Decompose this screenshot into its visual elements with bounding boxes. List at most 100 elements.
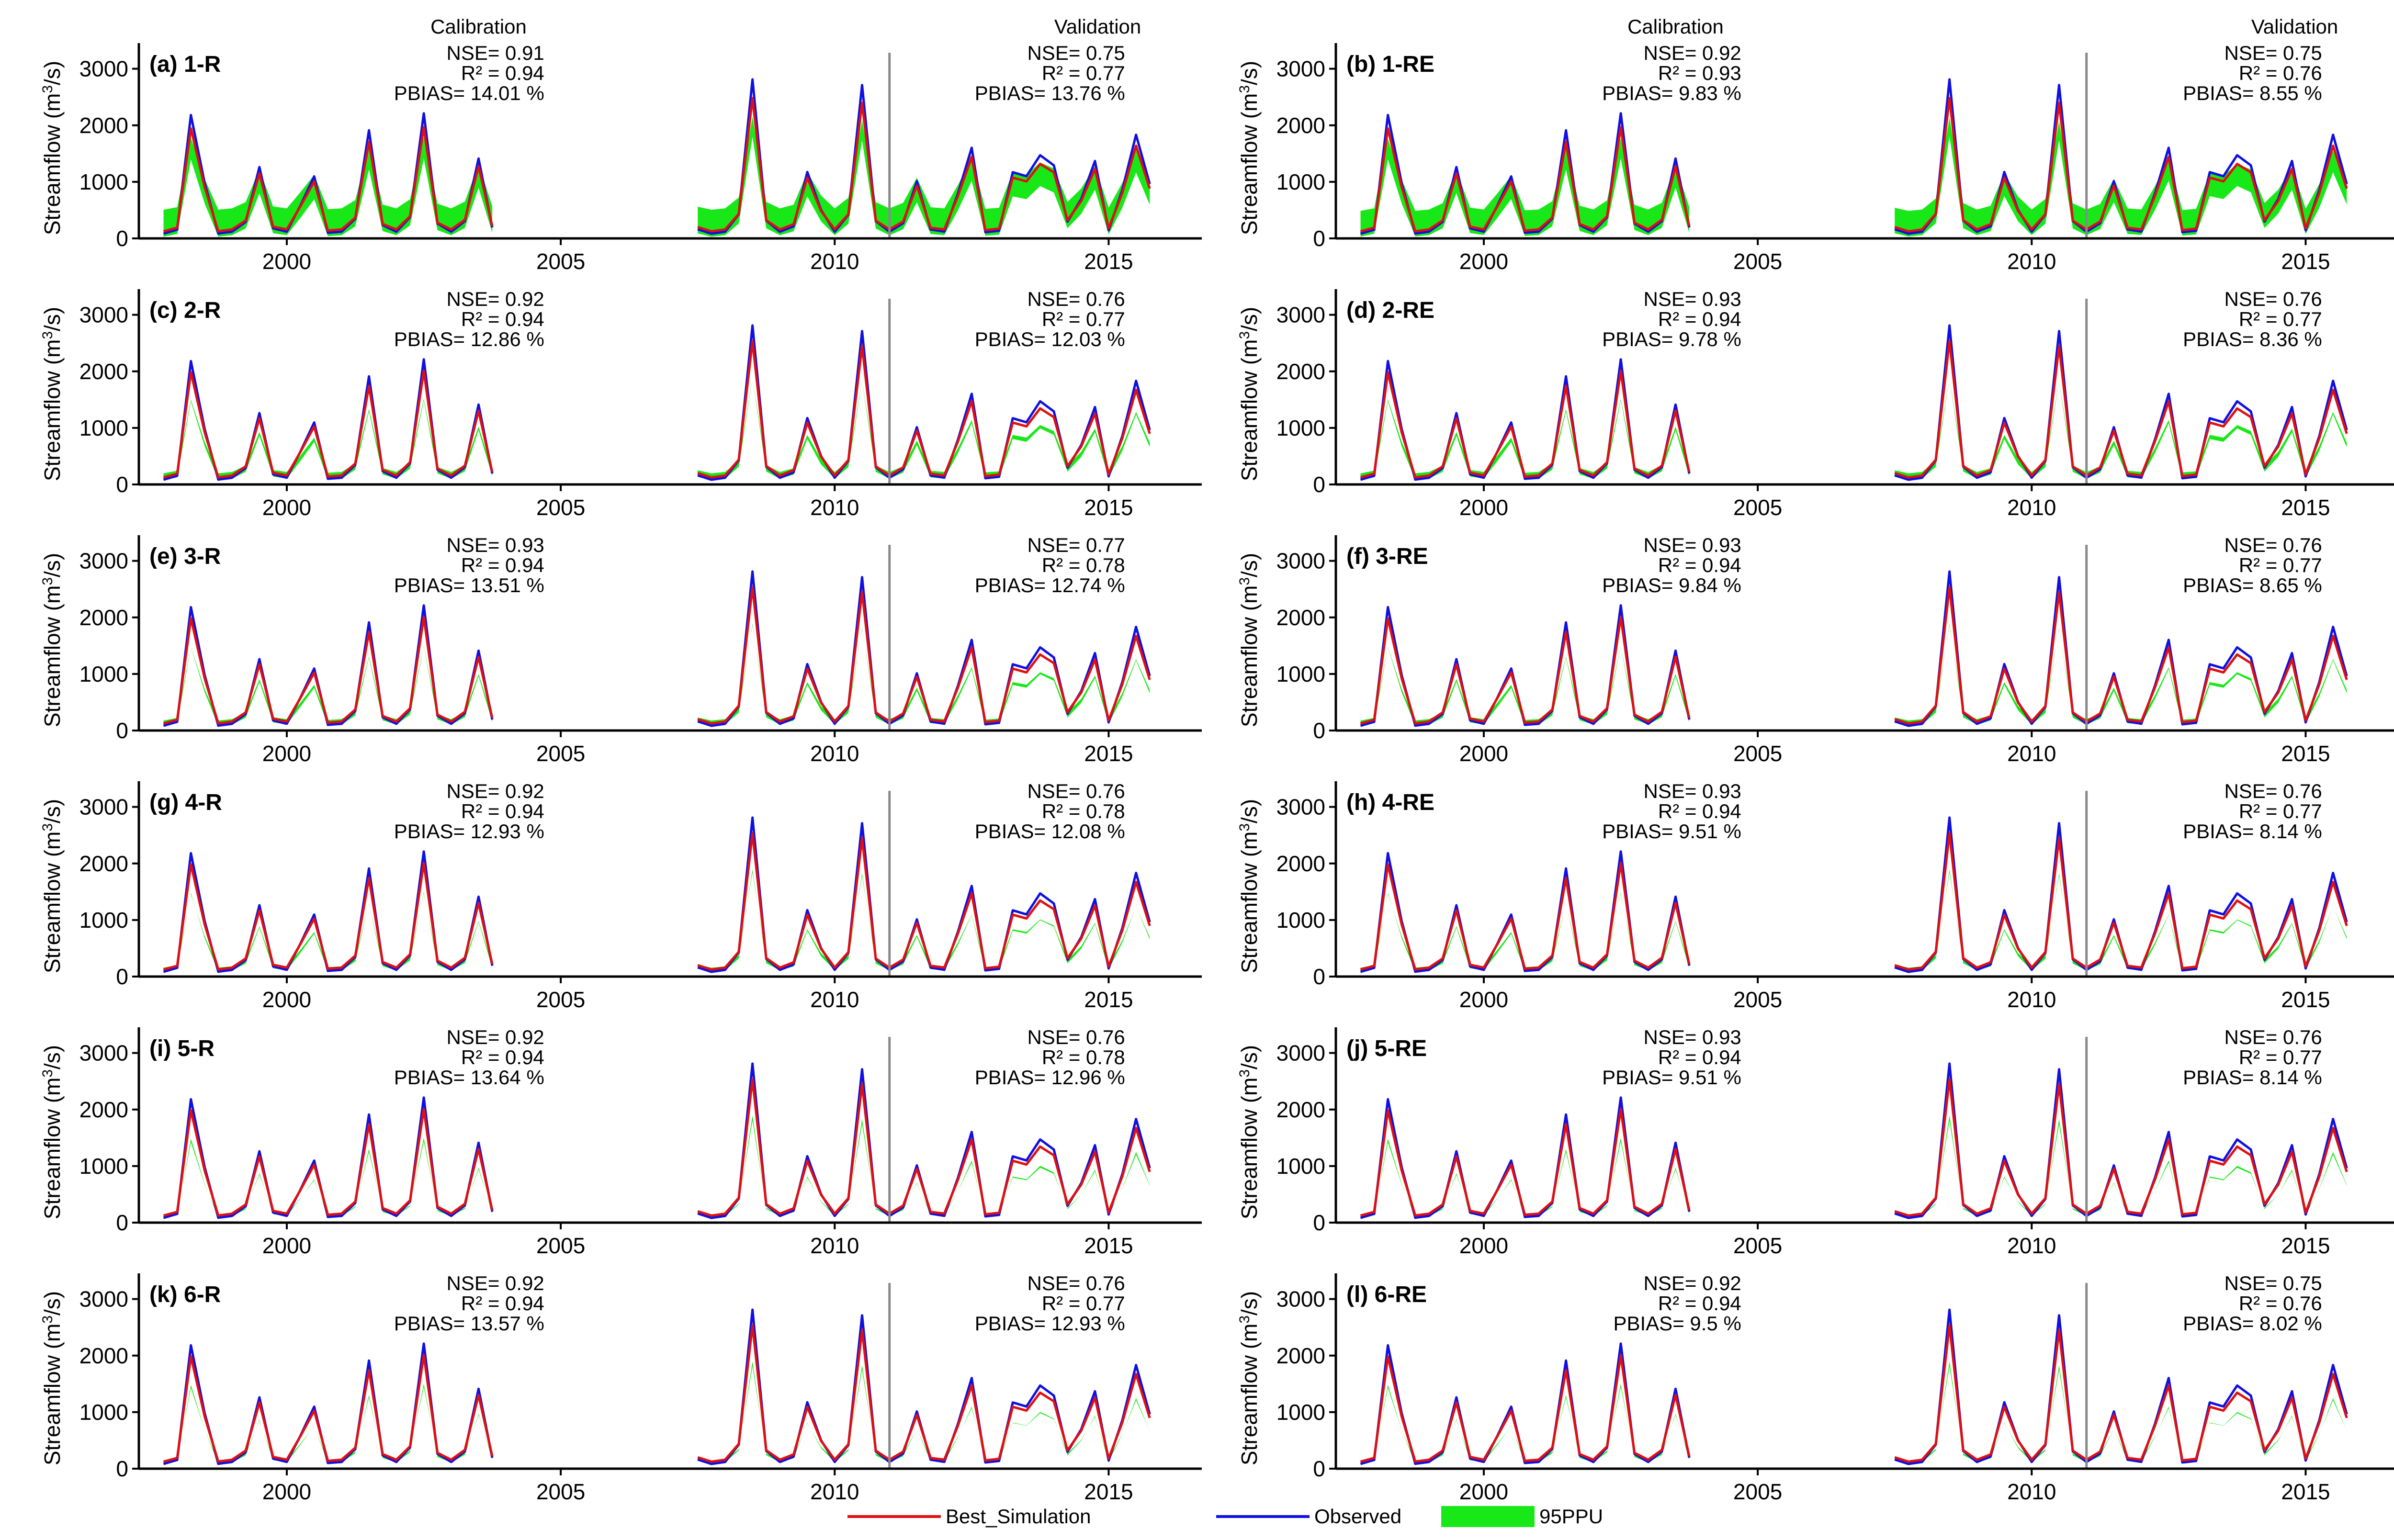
stat-calib-pbias: PBIAS= 13.51 % bbox=[394, 574, 544, 596]
stat-valid-pbias: PBIAS= 8.65 % bbox=[2183, 574, 2322, 596]
band-95ppu-segment-2007 bbox=[1895, 117, 2347, 237]
panel-label: (l) 6-RE bbox=[1346, 1282, 1427, 1307]
band-95ppu-segment-1997 bbox=[163, 399, 493, 480]
stat-valid-nse: NSE= 0.76 bbox=[1027, 288, 1125, 310]
simulation-line-segment-1997 bbox=[163, 126, 494, 233]
panel-label: (c) 2-R bbox=[149, 298, 221, 323]
stat-calib-pbias: PBIAS= 9.51 % bbox=[1602, 1066, 1741, 1089]
y-tick-label: 2000 bbox=[79, 113, 128, 138]
x-tick-label: 2010 bbox=[2007, 1479, 2056, 1504]
y-tick-label: 0 bbox=[116, 472, 128, 497]
stat-calib-r2: R² = 0.94 bbox=[1658, 1046, 1741, 1068]
y-axis-title: Streamflow (m3/s) bbox=[40, 553, 65, 727]
stat-calib-r2: R² = 0.94 bbox=[461, 308, 544, 330]
band-95ppu-segment-2007 bbox=[698, 378, 1150, 480]
x-tick-label: 2015 bbox=[1084, 249, 1133, 274]
y-axis-title: Streamflow (m3/s) bbox=[40, 61, 65, 235]
panel-5: Streamflow (m3/s) 0 1000 2000 3000 2000 2005 20… bbox=[40, 534, 1202, 766]
x-tick-label: 2010 bbox=[2007, 987, 2056, 1012]
simulation-line-segment-1997 bbox=[163, 616, 494, 725]
x-tick-label: 2000 bbox=[262, 741, 311, 766]
stat-valid-pbias: PBIAS= 12.08 % bbox=[975, 820, 1125, 843]
x-tick-label: 2005 bbox=[1733, 1479, 1782, 1504]
simulation-line-segment-2007 bbox=[1894, 340, 2348, 479]
y-axis-title-suffix: /s) bbox=[1237, 61, 1262, 85]
stat-calib-nse: NSE= 0.92 bbox=[446, 780, 544, 802]
panel-4: Streamflow (m3/s) 0 1000 2000 3000 2000 2005 20… bbox=[1237, 288, 2394, 520]
stat-valid-pbias: PBIAS= 8.36 % bbox=[2183, 328, 2322, 350]
stat-valid-pbias: PBIAS= 8.14 % bbox=[2183, 820, 2322, 843]
x-tick-label: 2015 bbox=[2281, 249, 2330, 274]
stat-valid-r2: R² = 0.78 bbox=[1042, 1046, 1125, 1068]
x-tick-label: 2015 bbox=[1084, 741, 1133, 766]
stat-valid-pbias: PBIAS= 13.76 % bbox=[975, 82, 1125, 104]
y-tick-label: 1000 bbox=[79, 1154, 128, 1179]
y-axis-title-suffix: /s) bbox=[1237, 799, 1262, 823]
x-tick-label: 2000 bbox=[1459, 987, 1508, 1012]
x-tick-label: 2005 bbox=[536, 495, 585, 520]
y-tick-label: 0 bbox=[1313, 1210, 1325, 1235]
simulation-line-segment-2007 bbox=[697, 1078, 1151, 1217]
stat-valid-pbias: PBIAS= 8.14 % bbox=[2183, 1066, 2322, 1089]
y-axis-title-superscript: 3 bbox=[40, 823, 56, 832]
panel-label: (b) 1-RE bbox=[1346, 52, 1434, 77]
stat-calib-nse: NSE= 0.93 bbox=[1643, 534, 1741, 556]
stat-calib-nse: NSE= 0.92 bbox=[1643, 42, 1741, 64]
y-tick-label: 2000 bbox=[79, 851, 128, 876]
y-tick-label: 2000 bbox=[1276, 851, 1325, 876]
y-axis-title-superscript: 3 bbox=[1237, 823, 1253, 832]
stat-valid-pbias: PBIAS= 8.02 % bbox=[2183, 1312, 2322, 1335]
x-tick-label: 2005 bbox=[536, 1233, 585, 1258]
y-tick-label: 2000 bbox=[1276, 605, 1325, 630]
y-tick-label: 1000 bbox=[1276, 1154, 1325, 1179]
simulation-line-segment-1997 bbox=[1360, 126, 1691, 233]
stat-valid-pbias: PBIAS= 12.74 % bbox=[975, 574, 1125, 596]
y-tick-label: 3000 bbox=[1276, 303, 1325, 327]
band-95ppu-segment-1997 bbox=[163, 1384, 493, 1464]
band-95ppu-segment-2007 bbox=[698, 869, 1150, 972]
y-tick-label: 1000 bbox=[1276, 662, 1325, 686]
y-tick-label: 2000 bbox=[79, 359, 128, 384]
simulation-line-segment-2007 bbox=[697, 97, 1151, 233]
y-tick-label: 3000 bbox=[1276, 549, 1325, 573]
stat-valid-r2: R² = 0.77 bbox=[1042, 62, 1125, 84]
x-tick-label: 2005 bbox=[1733, 987, 1782, 1012]
calibration-header: Calibration bbox=[430, 15, 527, 38]
y-axis-title: Streamflow (m3/s) bbox=[40, 307, 65, 481]
x-tick-label: 2005 bbox=[536, 1479, 585, 1504]
y-tick-label: 0 bbox=[116, 718, 128, 743]
panel-10: Streamflow (m3/s) 0 1000 2000 3000 2000 2005 20… bbox=[1237, 1026, 2394, 1258]
x-tick-label: 2015 bbox=[2281, 1233, 2330, 1258]
x-tick-label: 2000 bbox=[1459, 741, 1508, 766]
y-tick-label: 2000 bbox=[1276, 359, 1325, 384]
y-tick-label: 3000 bbox=[1276, 56, 1325, 81]
y-axis-title: Streamflow (m3/s) bbox=[1237, 307, 1262, 481]
y-axis-title: Streamflow (m3/s) bbox=[1237, 1045, 1262, 1219]
y-tick-label: 2000 bbox=[79, 1343, 128, 1368]
y-tick-label: 2000 bbox=[1276, 1343, 1325, 1368]
stat-calib-pbias: PBIAS= 12.86 % bbox=[394, 328, 544, 350]
stat-valid-r2: R² = 0.77 bbox=[1042, 1292, 1125, 1315]
panel-9: Streamflow (m3/s) 0 1000 2000 3000 2000 2005 20… bbox=[40, 1026, 1202, 1258]
y-tick-label: 0 bbox=[116, 226, 128, 251]
stat-valid-nse: NSE= 0.76 bbox=[2224, 1026, 2322, 1048]
stat-calib-nse: NSE= 0.92 bbox=[446, 1026, 544, 1048]
y-axis-title: Streamflow (m3/s) bbox=[1237, 1291, 1262, 1465]
x-tick-label: 2005 bbox=[536, 987, 585, 1012]
stat-calib-pbias: PBIAS= 9.84 % bbox=[1602, 574, 1741, 596]
stat-valid-nse: NSE= 0.76 bbox=[2224, 780, 2322, 802]
stat-calib-r2: R² = 0.93 bbox=[1658, 62, 1741, 84]
x-tick-label: 2010 bbox=[2007, 1233, 2056, 1258]
y-axis-title: Streamflow (m3/s) bbox=[1237, 61, 1262, 235]
legend-band-label: 95PPU bbox=[1539, 1505, 1603, 1528]
stat-valid-pbias: PBIAS= 8.55 % bbox=[2183, 82, 2322, 104]
simulation-line-segment-2007 bbox=[1894, 1078, 2348, 1217]
stat-valid-r2: R² = 0.77 bbox=[2239, 554, 2322, 576]
x-tick-label: 2010 bbox=[2007, 495, 2056, 520]
simulation-line-segment-2007 bbox=[697, 1324, 1151, 1463]
simulation-line-segment-2007 bbox=[1894, 586, 2348, 725]
y-axis-title-suffix: /s) bbox=[40, 799, 65, 823]
stat-valid-pbias: PBIAS= 12.93 % bbox=[975, 1312, 1125, 1335]
y-axis-title-superscript: 3 bbox=[40, 1315, 56, 1324]
panel-7: Streamflow (m3/s) 0 1000 2000 3000 2000 2005 20… bbox=[40, 780, 1202, 1012]
